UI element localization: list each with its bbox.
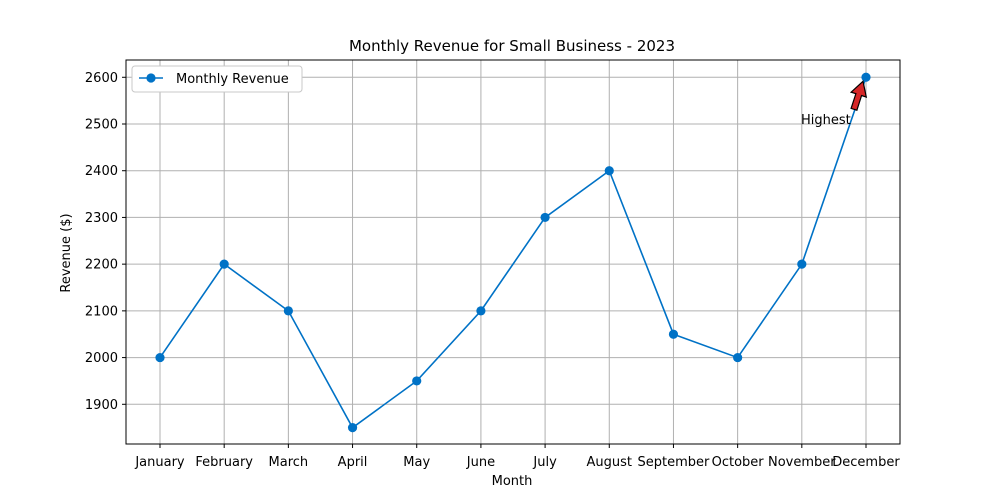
data-point [540,212,550,223]
data-point [476,306,486,316]
x-tick-label: January [134,455,185,470]
data-point [412,376,422,386]
x-tick-label: July [532,455,557,470]
y-axis-label: Revenue ($) [59,213,74,292]
x-tick-label: September [638,455,711,470]
x-tick-label: April [338,455,368,470]
x-tick-label: December [832,455,900,470]
data-point [668,329,679,339]
y-tick-label: 2000 [85,351,118,366]
x-tick-label: May [403,455,430,470]
legend-marker [146,73,156,83]
legend-label: Monthly Revenue [176,72,289,87]
y-tick-label: 2200 [85,258,118,273]
y-tick-label: 1900 [85,398,118,413]
data-point [347,423,358,433]
data-point [219,259,229,269]
y-tick-label: 2100 [85,304,118,319]
annotation-text: Highest [801,113,851,128]
series-layer [155,72,871,433]
annotation-arrow [849,80,868,111]
x-tick-label: February [195,455,253,470]
data-point [797,259,807,269]
annotation: Highest [801,80,868,128]
data-point [604,166,614,176]
grid-lines [126,60,900,444]
x-tick-label: August [587,455,633,470]
data-point [861,72,871,82]
axes: January February March April May June July Augu… [85,59,901,470]
x-axis-label: Month [492,474,533,489]
series-line [159,77,867,429]
y-tick-label: 2600 [85,71,118,86]
plot-frame [125,59,901,445]
x-tick-label: March [269,455,309,470]
chart-title: Monthly Revenue for Small Business - 202… [349,37,675,55]
data-point [283,306,293,316]
y-tick-label: 2500 [85,118,118,133]
y-tick-label: 2400 [85,164,118,179]
x-tick-label: October [712,455,765,470]
y-tick-label: 2300 [85,211,118,226]
data-point [733,352,743,363]
legend: Monthly Revenue [131,65,303,93]
data-point [155,352,165,363]
x-tick-label: November [768,455,836,470]
legend-box [131,65,303,93]
x-tick-label: June [466,455,495,470]
